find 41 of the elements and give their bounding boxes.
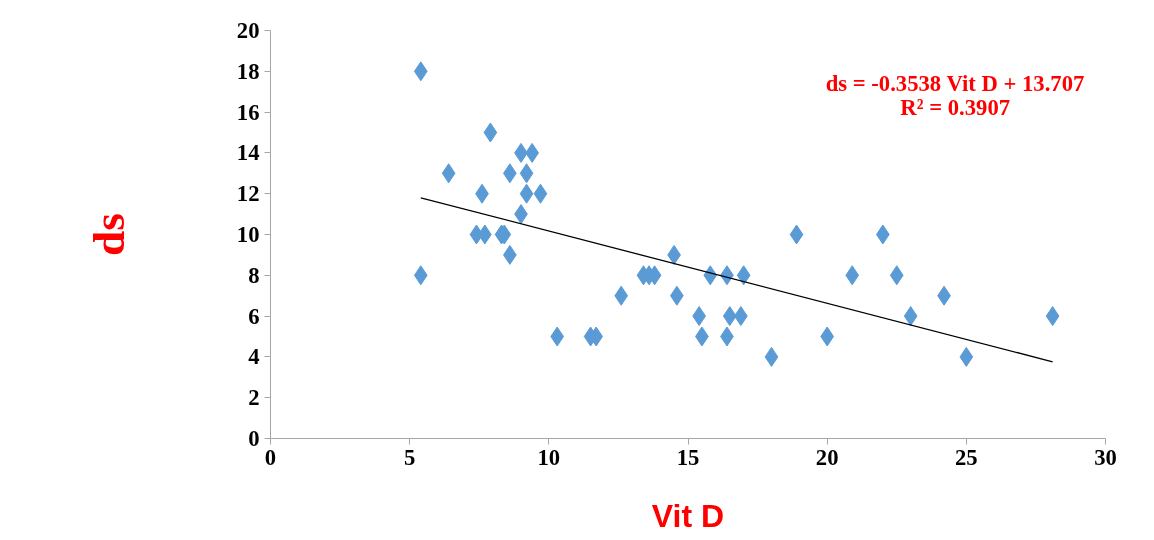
- x-axis-title: Vit D: [651, 497, 725, 534]
- point: [519, 163, 534, 184]
- point: [533, 183, 548, 204]
- x-tick-label: 30: [1094, 444, 1117, 470]
- y-tick-label: 8: [248, 262, 260, 288]
- x-tick-label: 10: [537, 444, 561, 470]
- point: [736, 265, 751, 286]
- point: [1045, 306, 1060, 327]
- point: [889, 265, 904, 286]
- x-tick-label: 25: [955, 444, 978, 470]
- y-tick-label: 16: [236, 99, 260, 125]
- y-tick-label: 12: [236, 181, 260, 207]
- annotation: ds = -0.3538 Vit D + 13.707 R² = 0.3907: [825, 70, 1085, 120]
- point: [550, 326, 565, 347]
- point: [614, 285, 629, 306]
- y-tick-label: 14: [236, 140, 260, 166]
- y-tick-label: 0: [248, 426, 260, 451]
- point: [903, 306, 918, 327]
- x-tick-label: 20: [815, 444, 839, 470]
- point: [789, 224, 804, 245]
- y-tick-label: 6: [248, 303, 260, 329]
- point: [477, 224, 492, 245]
- y-tick-label: 18: [236, 58, 260, 84]
- y-tick-label: 10: [236, 222, 260, 247]
- y-tick-label: 4: [248, 344, 260, 370]
- x-tick-label: 0: [264, 444, 277, 470]
- point: [722, 306, 737, 327]
- x-tick-label: 15: [676, 444, 700, 470]
- point: [413, 265, 428, 286]
- x-tick-label: 5: [404, 444, 416, 470]
- point: [703, 265, 718, 286]
- point: [441, 163, 456, 184]
- point: [764, 346, 779, 367]
- y-tick-label: 20: [236, 18, 260, 43]
- y-axis-title: ds: [83, 213, 134, 256]
- point: [845, 265, 860, 286]
- y-tick-label: 2: [248, 385, 260, 411]
- point: [413, 61, 428, 82]
- point: [519, 183, 534, 204]
- point: [959, 346, 974, 367]
- point: [483, 122, 498, 143]
